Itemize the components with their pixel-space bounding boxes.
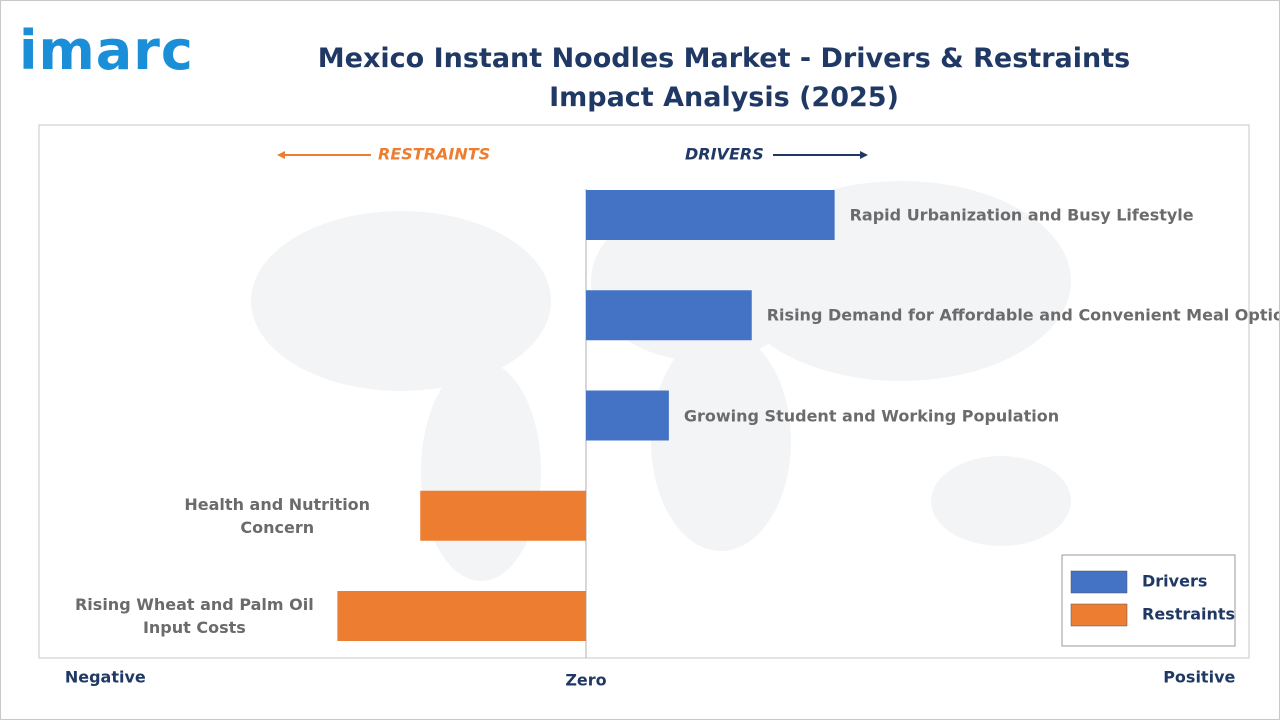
legend-label: Restraints bbox=[1142, 605, 1235, 624]
category-label: Growing Student and Working Population bbox=[683, 406, 1060, 425]
bar bbox=[585, 290, 752, 341]
restraints-annotation: RESTRAINTS bbox=[378, 145, 490, 164]
bar bbox=[585, 390, 669, 441]
x-tick-label: Positive bbox=[1163, 668, 1235, 687]
legend-swatch bbox=[1070, 570, 1128, 594]
logo: imarc bbox=[19, 19, 194, 82]
category-label: Rapid Urbanization and Busy Lifestyle bbox=[849, 205, 1194, 225]
category-label: Health and Nutrition Concern bbox=[184, 494, 371, 537]
bar bbox=[420, 490, 586, 541]
legend-swatch bbox=[1070, 603, 1128, 627]
bar bbox=[585, 190, 835, 240]
x-tick-label: Zero bbox=[565, 671, 606, 690]
category-label: Rising Wheat and Palm Oil Input Costs bbox=[74, 595, 314, 637]
plot-frame bbox=[38, 124, 1250, 659]
x-tick-label: Negative bbox=[65, 668, 146, 687]
bar bbox=[337, 591, 586, 641]
restraints-arrow-head bbox=[277, 151, 285, 159]
legend-label: Drivers bbox=[1142, 572, 1207, 591]
drivers-arrow-head bbox=[860, 151, 868, 159]
chart-title: Mexico Instant Noodles Market - Drivers … bbox=[317, 43, 1131, 113]
legend-box bbox=[1061, 554, 1236, 647]
drivers-annotation: DRIVERS bbox=[685, 145, 764, 164]
category-label: Rising Demand for Affordable and Conveni… bbox=[766, 305, 1280, 325]
